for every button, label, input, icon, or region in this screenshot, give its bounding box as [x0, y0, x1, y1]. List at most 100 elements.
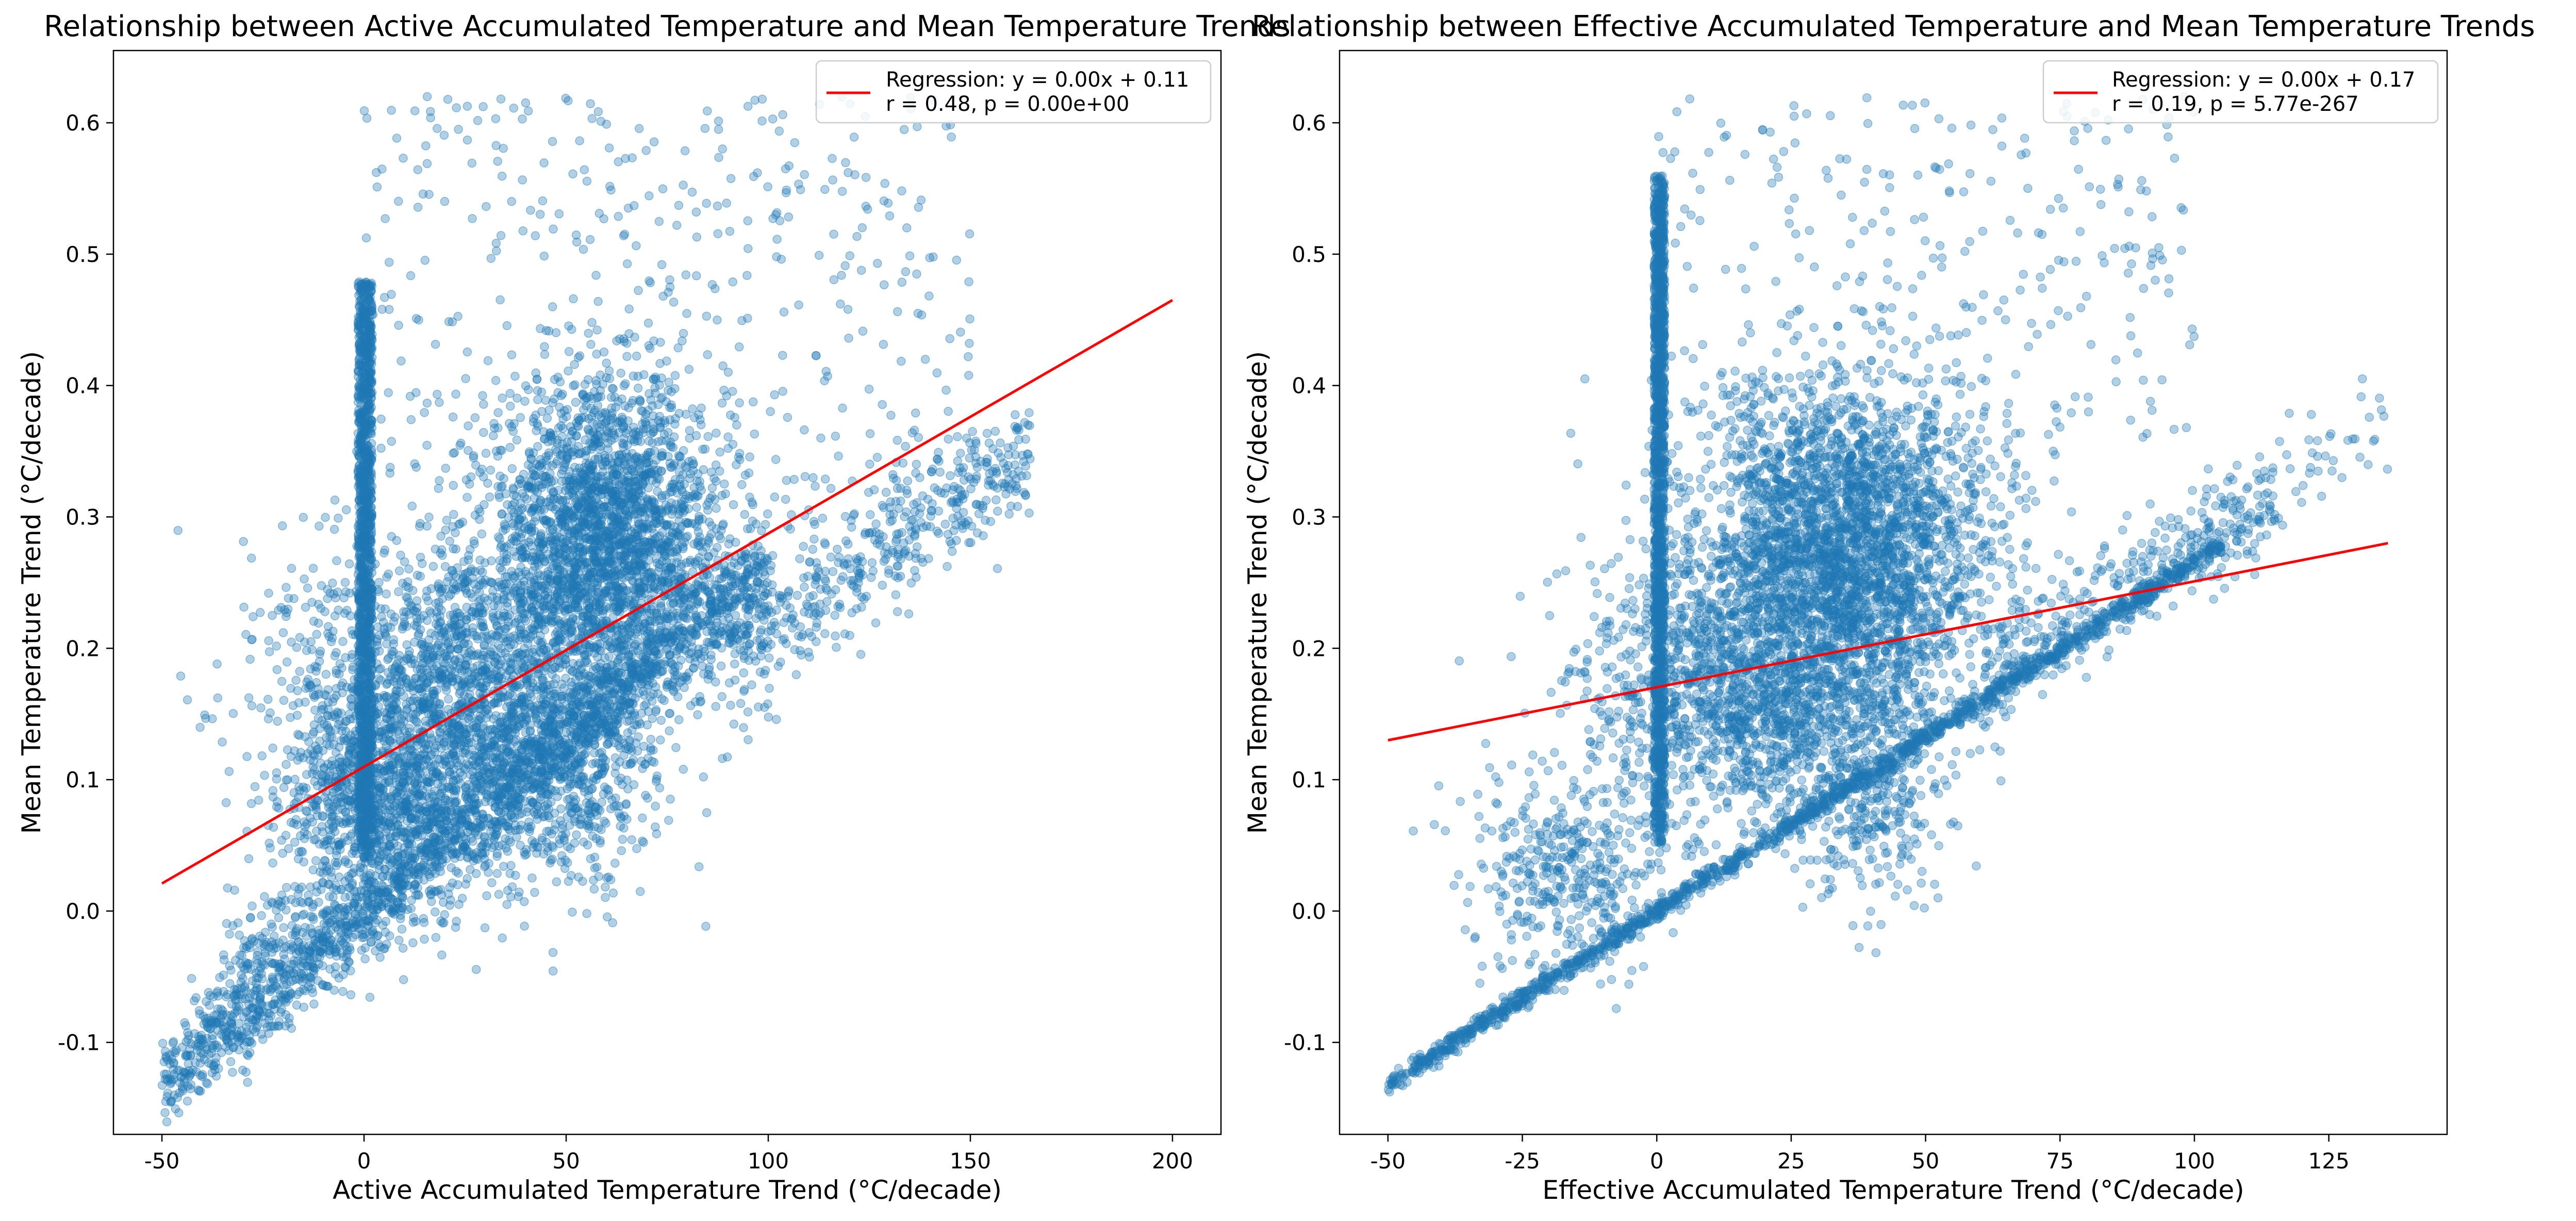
scatter-point: [371, 946, 380, 956]
scatter-point: [211, 1071, 221, 1081]
scatter-point: [698, 620, 707, 630]
scatter-point: [544, 733, 553, 742]
scatter-point: [569, 712, 579, 721]
scatter-point: [725, 410, 735, 420]
scatter-point: [497, 446, 506, 455]
scatter-point: [744, 621, 754, 630]
scatter-point: [269, 999, 279, 1009]
scatter-point: [699, 669, 708, 679]
scatter-point: [508, 426, 518, 436]
scatter-point: [425, 889, 435, 899]
scatter-point: [565, 711, 574, 720]
scatter-point: [325, 938, 334, 948]
scatter-point: [346, 990, 356, 1000]
scatter-point: [422, 440, 432, 450]
scatter-point: [216, 1013, 226, 1022]
scatter-point: [757, 560, 767, 570]
scatter-point: [722, 606, 732, 615]
scatter-point: [174, 1108, 184, 1118]
scatter-point: [378, 893, 388, 903]
scatter-point: [614, 655, 623, 665]
scatter-point: [340, 911, 350, 920]
scatter-point: [178, 1086, 188, 1096]
scatter-point: [687, 642, 697, 652]
scatter-point: [366, 343, 375, 353]
scatter-point: [196, 1035, 206, 1044]
scatter-point: [440, 794, 450, 803]
scatter-point: [485, 492, 494, 502]
scatter-point: [408, 917, 418, 927]
scatter-point: [267, 1000, 277, 1010]
scatter-point: [341, 940, 350, 950]
scatter-point: [737, 480, 747, 489]
scatter-point: [543, 745, 553, 755]
scatter-point: [307, 929, 317, 938]
scatter-point: [537, 767, 547, 777]
scatter-point: [690, 631, 700, 640]
scatter-point: [716, 534, 725, 543]
scatter-point: [198, 1049, 208, 1059]
scatter-point: [212, 1010, 221, 1019]
scatter-point: [194, 1032, 204, 1041]
scatter-point: [549, 726, 558, 735]
scatter-point: [559, 765, 569, 774]
scatter-point: [667, 400, 676, 410]
scatter-point: [731, 623, 740, 633]
scatter-point: [239, 1041, 249, 1050]
scatter-point: [279, 975, 289, 984]
scatter-point: [624, 304, 634, 314]
scatter-point: [427, 897, 436, 906]
scatter-point: [687, 637, 696, 647]
scatter-point: [431, 842, 441, 851]
scatter-point: [324, 946, 334, 956]
scatter-point: [715, 574, 724, 584]
scatter-point: [597, 748, 606, 757]
scatter-point: [463, 853, 472, 863]
scatter-point: [414, 863, 423, 872]
scatter-point: [616, 702, 625, 712]
scatter-point: [756, 546, 766, 556]
scatter-point: [207, 1034, 217, 1044]
scatter-point: [584, 328, 593, 338]
scatter-point: [403, 861, 413, 870]
scatter-point: [508, 768, 518, 778]
scatter-point: [167, 1075, 176, 1085]
scatter-point: [493, 408, 503, 417]
scatter-point: [209, 1011, 219, 1020]
scatter-point: [698, 662, 707, 671]
scatter-point: [617, 688, 626, 698]
scatter-point: [332, 944, 341, 954]
scatter-point: [569, 688, 578, 697]
scatter-point: [682, 309, 691, 318]
scatter-point: [473, 818, 482, 827]
scatter-point: [355, 415, 365, 424]
scatter-point: [691, 615, 701, 624]
scatter-point: [544, 776, 554, 785]
scatter-point: [357, 930, 367, 939]
scatter-point: [434, 851, 444, 861]
scatter-point: [409, 853, 419, 863]
scatter-point: [567, 749, 576, 758]
scatter-point: [526, 761, 536, 770]
scatter-point: [670, 667, 680, 676]
scatter-point: [692, 503, 701, 512]
scatter-point: [238, 1065, 247, 1075]
scatter-point: [457, 814, 466, 823]
scatter-point: [609, 687, 619, 697]
scatter-point: [184, 1059, 193, 1068]
scatter-point: [254, 1006, 264, 1016]
scatter-point: [652, 478, 661, 488]
scatter-point: [689, 664, 698, 673]
scatter-point: [360, 930, 370, 939]
scatter-point: [564, 366, 573, 376]
scatter-point: [705, 610, 715, 620]
scatter-point: [264, 1029, 273, 1038]
scatter-point: [170, 1091, 179, 1100]
scatter-point: [271, 995, 280, 1005]
scatter-point: [711, 460, 721, 470]
scatter-point: [291, 975, 301, 984]
scatter-point: [587, 700, 597, 710]
scatter-point: [255, 993, 265, 1002]
scatter-point: [592, 325, 602, 335]
